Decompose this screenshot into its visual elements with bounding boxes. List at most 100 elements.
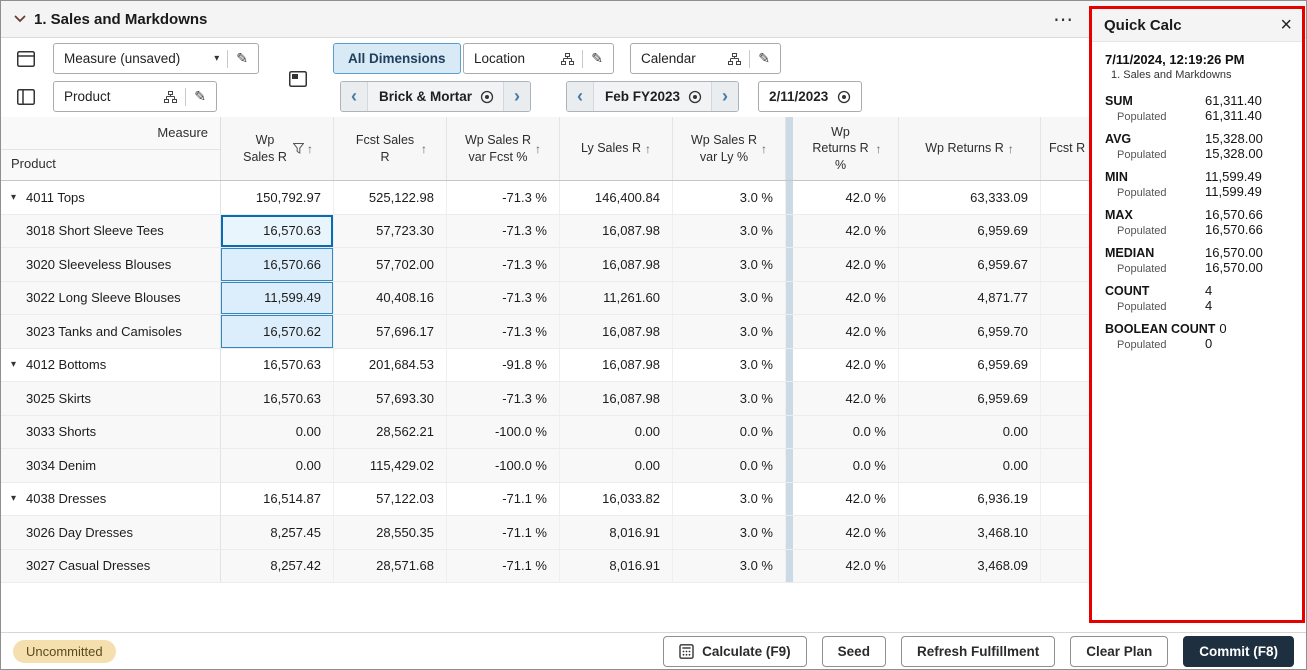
edit-measure-pencil-icon[interactable]: ✎ bbox=[236, 50, 248, 66]
measure-pane-icon[interactable] bbox=[13, 47, 39, 71]
row-expand-icon[interactable]: ▾ bbox=[11, 191, 17, 203]
sort-ascending-icon[interactable]: ↑ bbox=[535, 141, 541, 156]
grid-cell[interactable]: 0.0 % bbox=[673, 449, 786, 482]
row-expand-icon[interactable]: ▾ bbox=[11, 493, 17, 505]
row-header[interactable]: ▾ 3027 Casual Dresses bbox=[1, 549, 221, 582]
grid-cell[interactable]: 16,570.63 bbox=[221, 382, 334, 415]
previous-location-icon[interactable]: ‹ bbox=[341, 82, 368, 111]
sort-ascending-icon[interactable]: ↑ bbox=[875, 141, 882, 156]
grid-cell[interactable]: 0.00 bbox=[221, 415, 334, 448]
scope-target-icon[interactable] bbox=[480, 90, 494, 104]
grid-cell[interactable]: 146,400.84 bbox=[560, 181, 673, 214]
grid-cell[interactable]: 3.0 % bbox=[673, 315, 786, 348]
grid-cell[interactable]: 6,959.69 bbox=[899, 382, 1041, 415]
grid-cell[interactable]: 4,871.77 bbox=[899, 281, 1041, 314]
grid-cell[interactable]: 42.0 % bbox=[793, 482, 899, 515]
row-expand-icon[interactable]: ▾ bbox=[11, 359, 17, 371]
grid-cell[interactable]: 16,514.87 bbox=[221, 482, 334, 515]
commit-button[interactable]: Commit (F8) bbox=[1183, 636, 1294, 667]
grid-cell[interactable]: 16,570.63 bbox=[221, 214, 334, 247]
scope-target-icon[interactable] bbox=[688, 90, 702, 104]
grid-cell[interactable]: 57,693.30 bbox=[334, 382, 447, 415]
grid-cell[interactable]: 3.0 % bbox=[673, 248, 786, 281]
product-selector[interactable]: Product ✎ bbox=[53, 81, 217, 112]
grid-cell[interactable]: 3.0 % bbox=[673, 516, 786, 549]
calculate-button[interactable]: Calculate (F9) bbox=[663, 636, 807, 667]
pane-splitter[interactable] bbox=[786, 516, 793, 549]
grid-cell[interactable]: -71.3 % bbox=[447, 315, 560, 348]
grid-cell[interactable]: 0.00 bbox=[560, 449, 673, 482]
grid-cell[interactable]: 8,016.91 bbox=[560, 549, 673, 582]
pane-splitter[interactable] bbox=[786, 248, 793, 281]
next-location-icon[interactable]: › bbox=[503, 82, 531, 111]
grid-cell[interactable]: 3.0 % bbox=[673, 281, 786, 314]
grid-cell[interactable]: 28,571.68 bbox=[334, 549, 447, 582]
pane-splitter[interactable] bbox=[786, 315, 793, 348]
row-header[interactable]: ▾ 3023 Tanks and Camisoles bbox=[1, 315, 221, 348]
grid-cell[interactable]: 11,599.49 bbox=[221, 281, 334, 314]
grid-cell[interactable]: -71.3 % bbox=[447, 382, 560, 415]
row-header[interactable]: ▾ 3022 Long Sleeve Blouses bbox=[1, 281, 221, 314]
grid-cell[interactable]: 11,261.60 bbox=[560, 281, 673, 314]
grid-cell[interactable]: 0.00 bbox=[899, 449, 1041, 482]
grid-cell[interactable]: -71.1 % bbox=[447, 516, 560, 549]
location-dimension-button[interactable]: Location ✎ bbox=[463, 43, 614, 74]
row-header[interactable]: ▾ 4038 Dresses bbox=[1, 482, 221, 515]
row-header[interactable]: ▾ 3026 Day Dresses bbox=[1, 516, 221, 549]
grid-cell[interactable]: 0.00 bbox=[221, 449, 334, 482]
sort-ascending-icon[interactable]: ↑ bbox=[1007, 141, 1014, 156]
column-header-wp-sales-r-var-fcst-pct[interactable]: Wp Sales R var Fcst % ↑ bbox=[447, 117, 560, 180]
grid-cell[interactable]: -71.3 % bbox=[447, 181, 560, 214]
previous-period-icon[interactable]: ‹ bbox=[567, 82, 594, 111]
row-header[interactable]: ▾ 4011 Tops bbox=[1, 181, 221, 214]
grid-cell[interactable]: -100.0 % bbox=[447, 449, 560, 482]
sort-ascending-icon[interactable]: ↑ bbox=[761, 141, 767, 156]
pane-splitter[interactable] bbox=[786, 117, 793, 180]
row-header[interactable]: ▾ 3033 Shorts bbox=[1, 415, 221, 448]
grid-cell[interactable]: 16,087.98 bbox=[560, 348, 673, 381]
grid-cell[interactable]: 16,570.62 bbox=[221, 315, 334, 348]
grid-cell[interactable]: 57,122.03 bbox=[334, 482, 447, 515]
grid-cell[interactable]: 16,087.98 bbox=[560, 248, 673, 281]
grid-cell[interactable]: -71.3 % bbox=[447, 214, 560, 247]
calendar-dimension-button[interactable]: Calendar ✎ bbox=[630, 43, 781, 74]
grid-cell[interactable]: 42.0 % bbox=[793, 315, 899, 348]
grid-cell[interactable]: 16,087.98 bbox=[560, 214, 673, 247]
grid-cell[interactable]: 0.0 % bbox=[673, 415, 786, 448]
grid-cell[interactable]: 150,792.97 bbox=[221, 181, 334, 214]
grid-cell[interactable]: 16,570.66 bbox=[221, 248, 334, 281]
grid-cell[interactable]: 3.0 % bbox=[673, 482, 786, 515]
tab-all-dimensions[interactable]: All Dimensions bbox=[333, 43, 461, 74]
pane-splitter[interactable] bbox=[786, 214, 793, 247]
scope-target-icon[interactable] bbox=[837, 90, 851, 104]
grid-cell[interactable]: 0.00 bbox=[560, 415, 673, 448]
pane-splitter[interactable] bbox=[786, 415, 793, 448]
grid-cell[interactable]: 63,333.09 bbox=[899, 181, 1041, 214]
grid-cell[interactable]: 42.0 % bbox=[793, 348, 899, 381]
collapse-view-icon[interactable] bbox=[14, 15, 26, 23]
pane-splitter[interactable] bbox=[786, 382, 793, 415]
grid-cell[interactable]: -100.0 % bbox=[447, 415, 560, 448]
pane-splitter[interactable] bbox=[786, 482, 793, 515]
grid-cell[interactable]: 115,429.02 bbox=[334, 449, 447, 482]
grid-cell[interactable]: 57,723.30 bbox=[334, 214, 447, 247]
row-header[interactable]: ▾ 3034 Denim bbox=[1, 449, 221, 482]
row-header[interactable]: ▾ 3025 Skirts bbox=[1, 382, 221, 415]
grid-cell[interactable]: 3,468.09 bbox=[899, 549, 1041, 582]
grid-cell[interactable]: 28,550.35 bbox=[334, 516, 447, 549]
grid-cell[interactable]: 40,408.16 bbox=[334, 281, 447, 314]
edit-product-pencil-icon[interactable]: ✎ bbox=[194, 88, 206, 104]
pane-splitter[interactable] bbox=[786, 449, 793, 482]
grid-cell[interactable]: 16,570.63 bbox=[221, 348, 334, 381]
grid-cell[interactable]: 8,016.91 bbox=[560, 516, 673, 549]
grid-cell[interactable]: -71.3 % bbox=[447, 248, 560, 281]
grid-cell[interactable]: 3,468.10 bbox=[899, 516, 1041, 549]
column-header-wp-returns-r-pct[interactable]: Wp Returns R % ↑ bbox=[793, 117, 899, 180]
edit-calendar-pencil-icon[interactable]: ✎ bbox=[758, 50, 770, 66]
grid-cell[interactable]: 42.0 % bbox=[793, 214, 899, 247]
grid-cell[interactable]: 3.0 % bbox=[673, 549, 786, 582]
refresh-fulfillment-button[interactable]: Refresh Fulfillment bbox=[900, 636, 1056, 667]
row-header[interactable]: ▾ 4012 Bottoms bbox=[1, 348, 221, 381]
grid-cell[interactable]: -71.1 % bbox=[447, 482, 560, 515]
grid-cell[interactable]: -91.8 % bbox=[447, 348, 560, 381]
